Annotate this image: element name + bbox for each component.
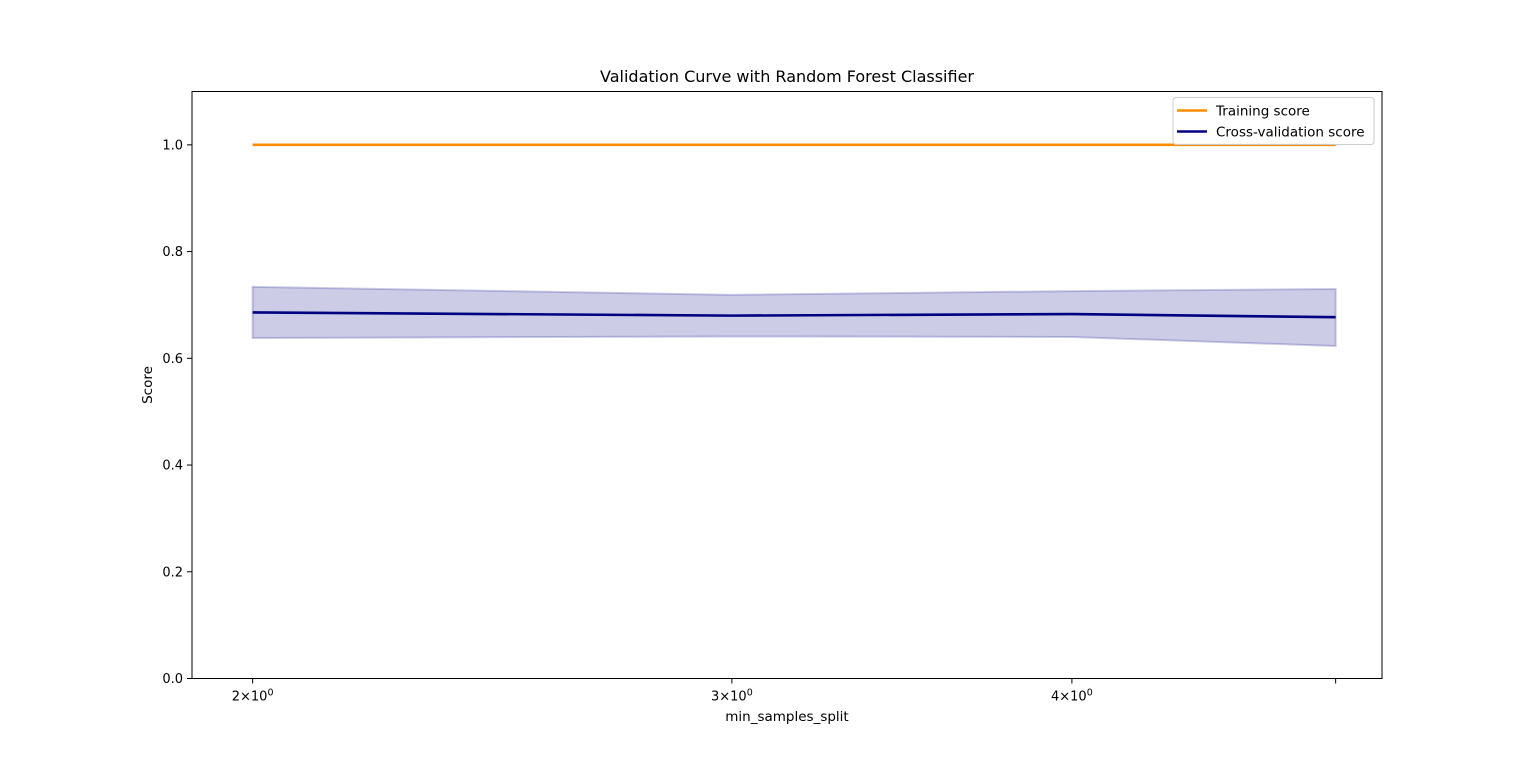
legend-label-0: Training score — [1215, 104, 1310, 120]
x-tick-label-0: 2×100 — [232, 688, 274, 705]
y-tick-label-0: 0.0 — [162, 672, 183, 687]
x-axis-ticks: 2×100 3×100 4×100 — [232, 678, 1337, 705]
legend: Training score Cross-validation score — [1172, 97, 1375, 145]
x-tick-label-2: 4×100 — [1051, 688, 1093, 705]
chart-title: Validation Curve with Random Forest Clas… — [600, 67, 974, 86]
y-axis-label: Score — [140, 366, 156, 404]
y-tick-label-5: 1.0 — [162, 138, 183, 153]
x-tick-label-1: 3×100 — [711, 688, 753, 705]
plot-area-frame — [191, 91, 1383, 679]
y-tick-label-3: 0.6 — [162, 352, 183, 367]
legend-box — [1172, 97, 1375, 145]
legend-label-1: Cross-validation score — [1216, 125, 1365, 141]
series-line-1 — [252, 311, 1336, 319]
x-axis-label: min_samples_split — [725, 709, 848, 725]
y-tick-label-1: 0.2 — [162, 565, 183, 580]
y-tick-label-2: 0.4 — [162, 459, 183, 474]
y-axis-ticks: 0.0 0.2 0.4 0.6 0.8 1.0 — [162, 138, 192, 687]
y-tick-label-4: 0.8 — [162, 245, 183, 260]
